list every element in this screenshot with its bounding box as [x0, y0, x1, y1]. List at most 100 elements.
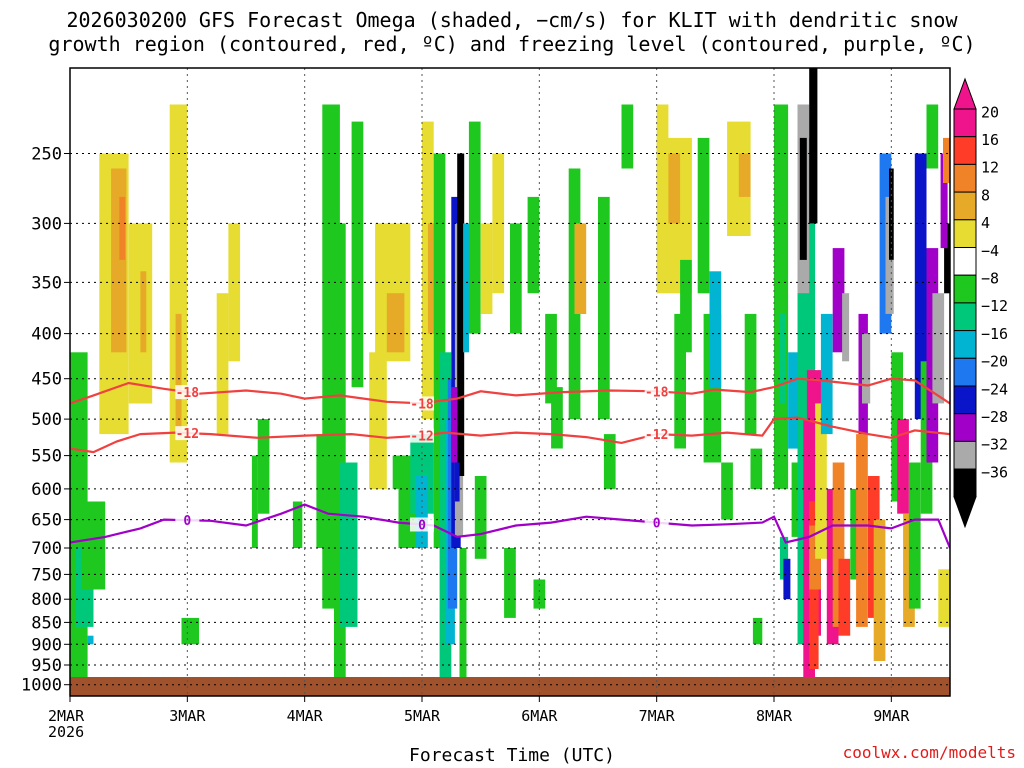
omega-cell [826, 488, 839, 645]
omega-cell [862, 333, 871, 404]
contour-label-bg [644, 515, 669, 530]
omega-cell [257, 419, 270, 514]
x-axis-year-label: 2026 [48, 723, 85, 741]
colorbar-label: −12 [981, 297, 1008, 315]
y-tick-label: 650 [31, 511, 62, 531]
contour-label: -18 [176, 386, 200, 401]
credit-link[interactable]: coolwx.com/modelts [842, 743, 1016, 762]
omega-cell [334, 223, 346, 685]
x-axis-ticks: 2MAR 3MAR 4MAR 5MAR 6MAR 7MAR 8MAR 9MAR [48, 696, 910, 725]
y-tick-label: 500 [31, 410, 62, 430]
omega-cell [940, 153, 948, 249]
colorbar: 20 16 12 8 4 −4 −8 −12 −16 −20 −24 −28 −32 −36 [953, 77, 1008, 529]
omega-cell [439, 352, 452, 685]
x-tick-label: 9MAR [873, 707, 910, 725]
y-tick-label: 1000 [21, 676, 62, 696]
omega-cell [791, 462, 800, 537]
contour-label-bg [410, 517, 434, 532]
y-tick-label: 250 [31, 145, 62, 165]
colorbar-label: 4 [981, 214, 990, 232]
omega-cell [454, 462, 460, 502]
colorbar-label: −36 [981, 463, 1008, 481]
x-tick-label: 8MAR [756, 707, 793, 725]
omega-cell [926, 104, 939, 169]
omega-cell [891, 352, 903, 502]
omega-cell [603, 434, 616, 489]
chart-title-line-1: 2026030200 GFS Forecast Omega (shaded, −… [66, 8, 958, 32]
y-tick-label: 550 [31, 447, 62, 467]
x-tick-label: 7MAR [639, 707, 676, 725]
omega-cell [87, 635, 94, 645]
omega-cell [752, 617, 763, 645]
contour-line [70, 503, 950, 549]
omega-cell [316, 434, 329, 548]
omega-cell [510, 223, 522, 334]
contour-label: -18 [410, 397, 434, 412]
colorbar-label: −16 [981, 325, 1008, 343]
omega-cell [574, 223, 587, 314]
colorbar-swatch [953, 136, 977, 165]
contour-label-bg [410, 428, 434, 443]
omega-cell [774, 104, 789, 489]
omega-cell [457, 153, 465, 476]
omega-cell [369, 352, 387, 489]
omega-cell [788, 352, 798, 449]
y-tick-label: 850 [31, 613, 62, 633]
omega-cell [938, 569, 950, 627]
omega-cell [468, 121, 481, 334]
colorbar-label: −4 [981, 242, 999, 260]
contour-label: -18 [645, 385, 669, 400]
omega-cell [422, 121, 434, 420]
colorbar-swatch [953, 440, 977, 470]
omega-cell [351, 121, 364, 388]
omega-cell [386, 293, 405, 353]
omega-cell [228, 223, 241, 362]
colorbar-label: −24 [981, 380, 1008, 398]
omega-cell [738, 153, 751, 197]
contour-label: -12 [410, 430, 433, 445]
ground-surface [70, 677, 950, 696]
colorbar-swatch [953, 330, 977, 359]
colorbar-swatch [953, 247, 977, 276]
y-axis-ticks: 2503003504004505005506006507007508008509… [21, 145, 70, 696]
omega-shading [70, 68, 950, 685]
x-tick-label: 4MAR [287, 707, 324, 725]
y-tick-label: 900 [31, 635, 62, 655]
omega-cell [251, 455, 258, 548]
omega-cell [750, 448, 763, 489]
omega-cell [451, 387, 458, 463]
omega-cell [799, 137, 807, 260]
contour-label: 0 [653, 517, 661, 532]
omega-cell [779, 313, 786, 404]
x-axis-title: Forecast Time (UTC) [409, 745, 615, 766]
chart-title-line-2: growth region (contoured, red, ºC) and f… [48, 32, 976, 56]
omega-cell [527, 196, 540, 294]
omega-cell [779, 536, 789, 580]
colorbar-swatch [953, 163, 977, 193]
omega-cell [674, 313, 686, 449]
omega-cell [809, 525, 821, 590]
omega-cell [680, 259, 692, 353]
colorbar-top-arrow [953, 77, 977, 110]
x-tick-label: 3MAR [169, 707, 206, 725]
omega-cell [216, 293, 229, 435]
x-tick-label: 2MAR [48, 707, 85, 725]
omega-cell [545, 313, 557, 404]
omega-cell [897, 419, 909, 514]
omega-cell [832, 462, 845, 627]
omega-cell [621, 104, 634, 169]
omega-cell [815, 403, 827, 559]
x-tick-label: 6MAR [521, 707, 558, 725]
y-tick-label: 450 [31, 370, 62, 390]
omega-cell [111, 168, 127, 353]
colorbar-label: 16 [981, 131, 999, 149]
colorbar-swatch [953, 468, 977, 498]
contour-label-bg [410, 396, 434, 411]
colorbar-swatch [953, 357, 977, 387]
omega-cell [914, 153, 927, 420]
omega-cell [175, 313, 182, 435]
contour-label-bg [175, 426, 200, 441]
y-tick-label: 400 [31, 325, 62, 345]
omega-cell [783, 558, 791, 600]
omega-cell [339, 462, 358, 627]
